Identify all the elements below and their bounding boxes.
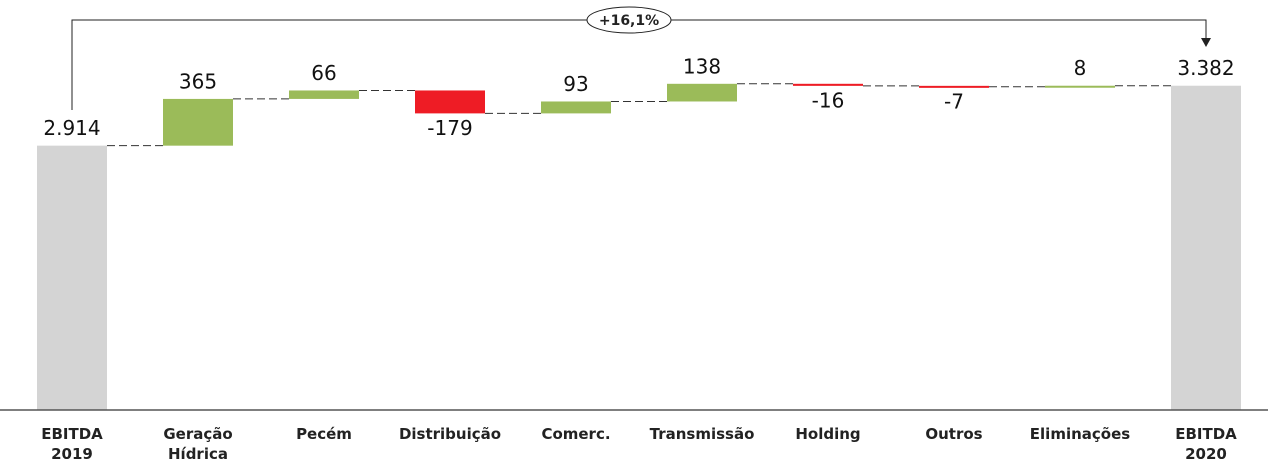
x-tick-label: Outros xyxy=(925,425,983,443)
annotation: +16,1% xyxy=(599,13,659,29)
bar xyxy=(667,83,737,102)
bar xyxy=(289,90,359,99)
bar xyxy=(541,101,611,114)
value-label: 66 xyxy=(311,61,336,85)
value-label: 138 xyxy=(683,54,721,78)
bracket xyxy=(71,19,1207,110)
bar xyxy=(37,145,107,411)
x-tick-label: Geração Hídrica xyxy=(163,425,233,463)
x-tick-label: Pecém xyxy=(296,425,352,443)
value-label: 93 xyxy=(563,72,588,96)
annotation-oval xyxy=(586,6,672,34)
value-label: 8 xyxy=(1074,56,1087,80)
bar xyxy=(1045,85,1115,88)
bar xyxy=(163,98,233,146)
x-tick-label: EBITDA 2019 xyxy=(41,425,103,463)
arrow-head xyxy=(1201,38,1211,47)
bar xyxy=(415,90,485,114)
bar xyxy=(919,85,989,88)
x-tick-label: Comerc. xyxy=(541,425,611,443)
x-tick-label: Transmissão xyxy=(649,425,755,443)
value-label: -7 xyxy=(944,89,964,113)
x-tick-label: Distribuição xyxy=(398,425,502,443)
value-label: 365 xyxy=(179,69,217,93)
value-label: -16 xyxy=(812,88,845,112)
value-label: 3.382 xyxy=(1177,56,1234,80)
value-label: -179 xyxy=(427,116,472,140)
value-label: 2.914 xyxy=(43,116,100,140)
bar xyxy=(793,83,863,86)
bar xyxy=(1171,85,1241,410)
x-tick-label: Holding xyxy=(795,425,861,443)
x-tick-label: EBITDA 2020 xyxy=(1175,425,1237,463)
x-tick-label: Eliminações xyxy=(1029,425,1131,443)
